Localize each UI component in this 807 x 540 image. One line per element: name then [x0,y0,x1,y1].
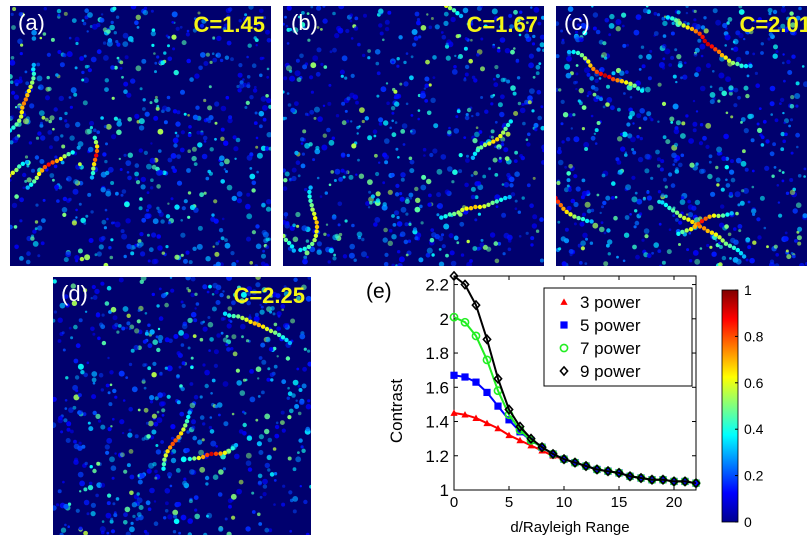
speckle-panel-c: (c) C=2.01 [556,6,807,266]
colorbar [722,290,738,522]
y-axis-label: Contrast [387,379,406,444]
y-tick-label: 1.2 [425,447,449,466]
x-axis-label: d/Rayleigh Range [510,519,629,535]
legend-entry: 7 power [580,339,641,358]
speckle-image-a [10,6,271,266]
chart-panel-label: (e) [366,280,392,303]
colorbar-tick-label: 0.4 [744,421,764,437]
x-tick-label: 20 [666,494,683,511]
colorbar-tick-label: 0.8 [744,328,764,344]
speckle-image-b [283,6,544,266]
speckle-image-c [556,6,807,266]
data-point-1 [450,372,457,379]
legend-marker [560,321,567,328]
legend-entry: 3 power [580,293,641,312]
y-tick-label: 1.4 [425,413,449,432]
data-point-1 [461,373,468,380]
x-tick-label: 5 [505,494,513,511]
colorbar-tick-label: 0.2 [744,468,764,484]
data-point-1 [494,403,501,410]
panel-label-a: (a) [18,10,45,36]
panel-label-c: (c) [564,10,590,36]
legend-entry: 5 power [580,316,641,335]
panel-label-b: (b) [291,10,318,36]
y-tick-label: 2.2 [425,276,449,295]
contrast-value-c: C=2.01 [739,12,807,38]
contrast-value-d: C=2.25 [233,283,305,309]
legend-entry: 9 power [580,362,641,381]
speckle-panel-b: (b) C=1.67 [283,6,544,266]
y-tick-label: 2 [440,310,449,329]
contrast-value-a: C=1.45 [193,12,265,38]
x-tick-label: 10 [556,494,573,511]
data-point-1 [472,379,479,386]
speckle-panel-d: (d) C=2.25 [53,277,311,535]
data-point-1 [483,389,490,396]
x-tick-label: 0 [450,494,458,511]
y-tick-label: 1.8 [425,344,449,363]
colorbar-tick-label: 1 [744,282,752,298]
y-tick-label: 1 [440,481,449,500]
colorbar-tick-label: 0.6 [744,375,764,391]
y-tick-label: 1.6 [425,378,449,397]
panel-label-d: (d) [61,281,88,307]
speckle-image-d [53,277,311,535]
x-tick-label: 15 [611,494,628,511]
contrast-value-b: C=1.67 [466,12,538,38]
colorbar-tick-label: 0 [744,514,752,530]
speckle-panel-a: (a) C=1.45 [10,6,271,266]
